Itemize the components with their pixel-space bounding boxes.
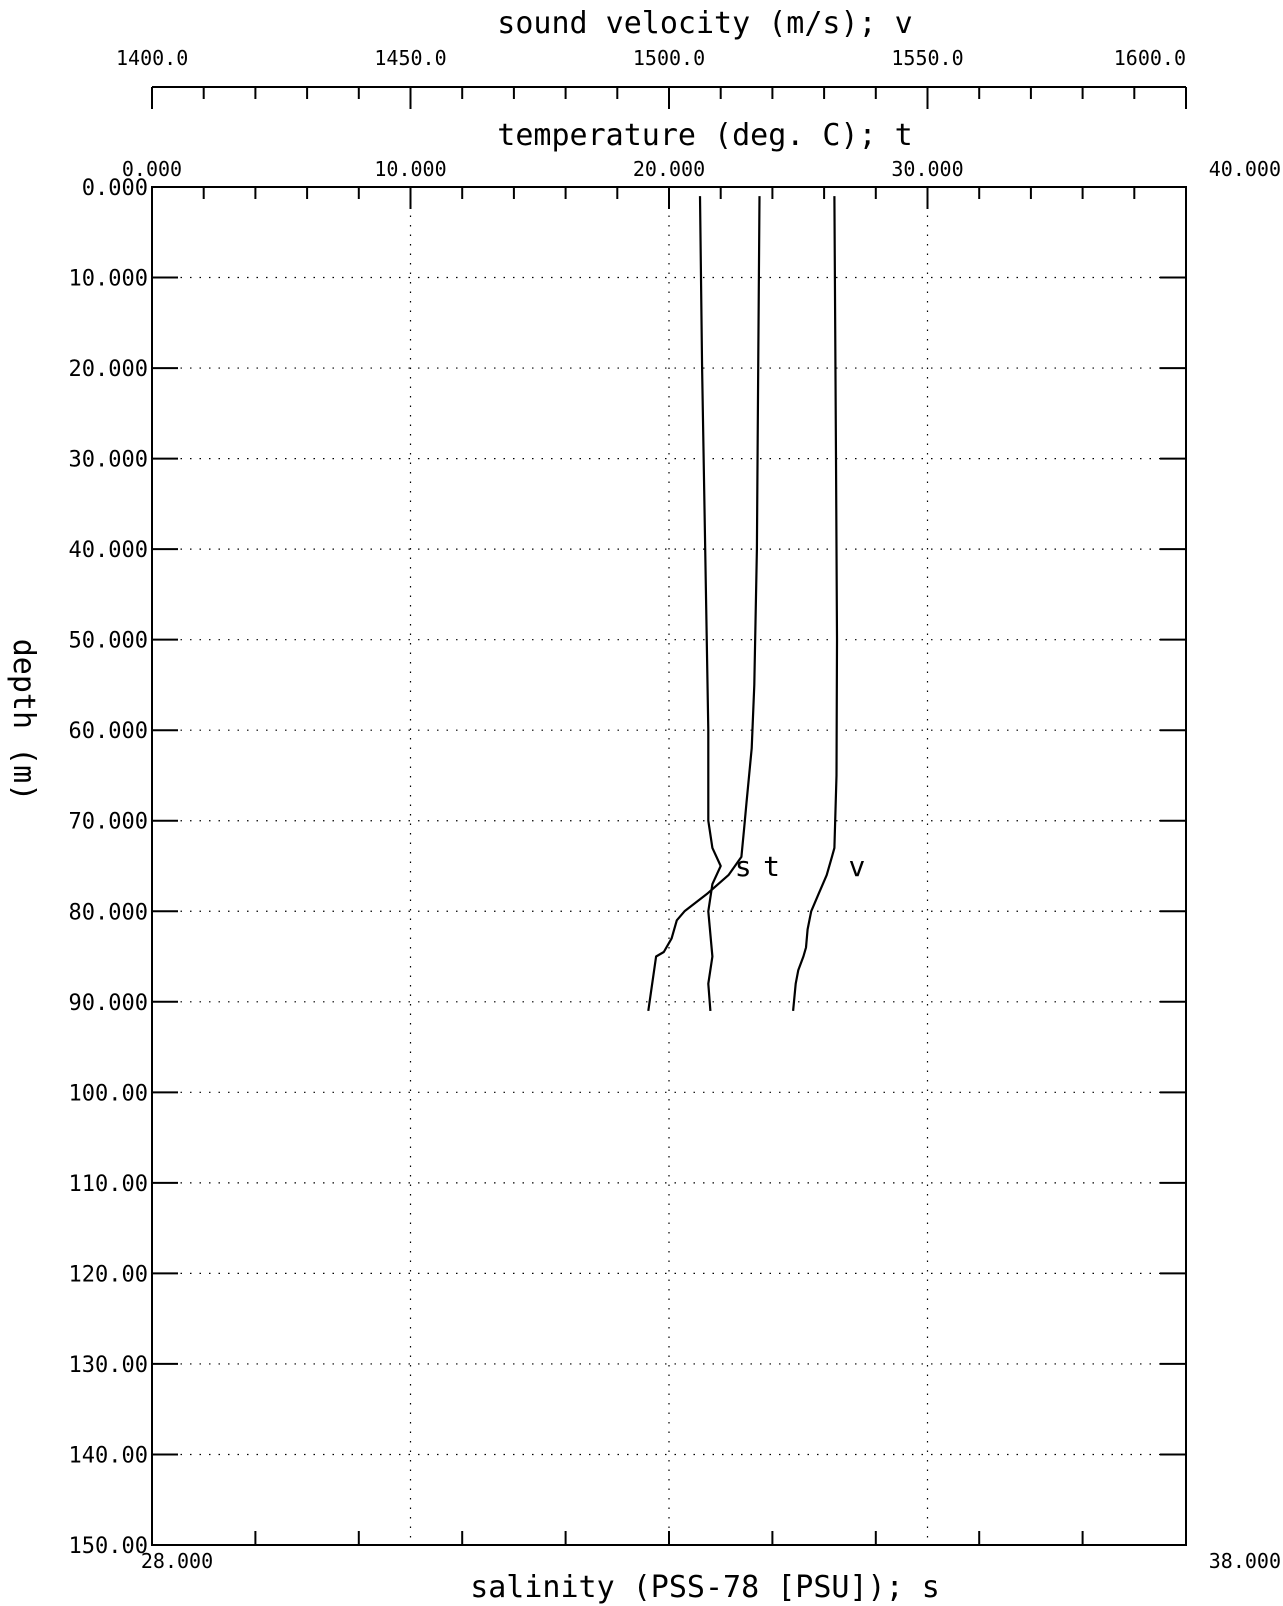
- tick-labels: 1400.0 1450.0 1500.0 1550.0 1600.0 0.000 10.00…: [69, 46, 1281, 1573]
- plot-frame: [151, 86, 1187, 1546]
- velocity-tick-label: 1600.0: [1114, 46, 1186, 70]
- depth-tick-label: 80.000: [69, 900, 148, 925]
- plot-border: [151, 186, 1187, 1546]
- velocity-tick-label: 1500.0: [633, 46, 705, 70]
- depth-tick-label: 20.000: [69, 357, 148, 382]
- series-label-s: s: [735, 850, 752, 883]
- depth-tick-label: 50.000: [69, 629, 148, 654]
- temperature-tick-label: 20.000: [633, 157, 705, 181]
- axis-ticks: [151, 87, 1187, 1546]
- velocity-tick-label: 1450.0: [374, 46, 446, 70]
- series-label-v: v: [848, 850, 865, 883]
- series-line-t: [647, 196, 761, 1012]
- temperature-tick-label: 40.000: [1209, 157, 1281, 181]
- temperature-axis-title: temperature (deg. C); t: [497, 118, 912, 153]
- velocity-axis-title: sound velocity (m/s); v: [497, 6, 912, 41]
- temperature-tick-label: 0.000: [122, 157, 182, 181]
- depth-tick-label: 120.00: [69, 1262, 148, 1287]
- depth-tick-label: 40.000: [69, 538, 148, 563]
- salinity-axis-title: salinity (PSS-78 [PSU]); s: [470, 1570, 940, 1605]
- depth-tick-label: 10.000: [69, 267, 148, 292]
- series-line-v: [792, 196, 839, 1012]
- salinity-tick-label: 38.000: [1209, 1549, 1281, 1573]
- depth-tick-label: 110.00: [69, 1172, 148, 1197]
- series-label-t: t: [763, 850, 780, 883]
- depth-tick-label: 0.000: [82, 176, 148, 201]
- grid: [152, 187, 1186, 1545]
- depth-tick-label: 140.00: [69, 1443, 148, 1468]
- temperature-tick-label: 30.000: [891, 157, 963, 181]
- velocity-tick-label: 1400.0: [116, 46, 188, 70]
- temperature-tick-label: 10.000: [374, 157, 446, 181]
- depth-axis-title: depth (m): [6, 639, 41, 802]
- depth-tick-label: 130.00: [69, 1353, 148, 1378]
- depth-tick-label: 90.000: [69, 991, 148, 1016]
- depth-tick-label: 70.000: [69, 810, 148, 835]
- profile-series: t vs: [647, 196, 865, 1012]
- series-line-s: [698, 196, 722, 1011]
- depth-tick-label: 60.000: [69, 719, 148, 744]
- depth-tick-label: 30.000: [69, 448, 148, 473]
- salinity-tick-label: 28.000: [141, 1549, 213, 1573]
- velocity-tick-label: 1550.0: [891, 46, 963, 70]
- depth-tick-label: 100.00: [69, 1081, 148, 1106]
- depth-tick-label: 150.00: [69, 1534, 148, 1559]
